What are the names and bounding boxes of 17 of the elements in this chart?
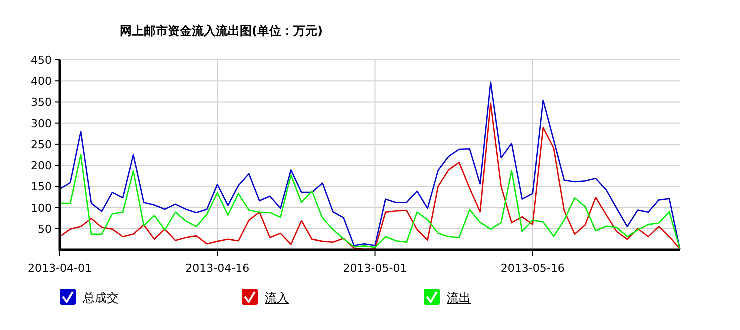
y-tick-label: 200 bbox=[31, 160, 52, 173]
y-tick-label: 150 bbox=[31, 180, 52, 194]
y-tick-label: 250 bbox=[31, 138, 52, 152]
x-tick-label: 2013-05-16 bbox=[500, 262, 565, 275]
x-tick-label: 2013-04-01 bbox=[28, 262, 92, 275]
y-tick-label: 50 bbox=[38, 222, 52, 236]
chart-title: 网上邮市资金流入流出图(单位：万元) bbox=[120, 24, 323, 38]
legend-label: 流出 bbox=[447, 291, 471, 305]
y-tick-label: 350 bbox=[31, 96, 52, 110]
x-tick-label: 2013-05-01 bbox=[343, 262, 408, 275]
y-tick-label: 300 bbox=[31, 117, 52, 130]
y-tick-label: 400 bbox=[31, 75, 52, 88]
y-tick-label: 100 bbox=[31, 202, 52, 215]
legend-label: 总成交 bbox=[82, 291, 119, 305]
y-tick-label: 450 bbox=[31, 54, 52, 67]
x-tick-label: 2013-04-16 bbox=[186, 262, 250, 275]
legend-label: 流入 bbox=[265, 291, 289, 305]
